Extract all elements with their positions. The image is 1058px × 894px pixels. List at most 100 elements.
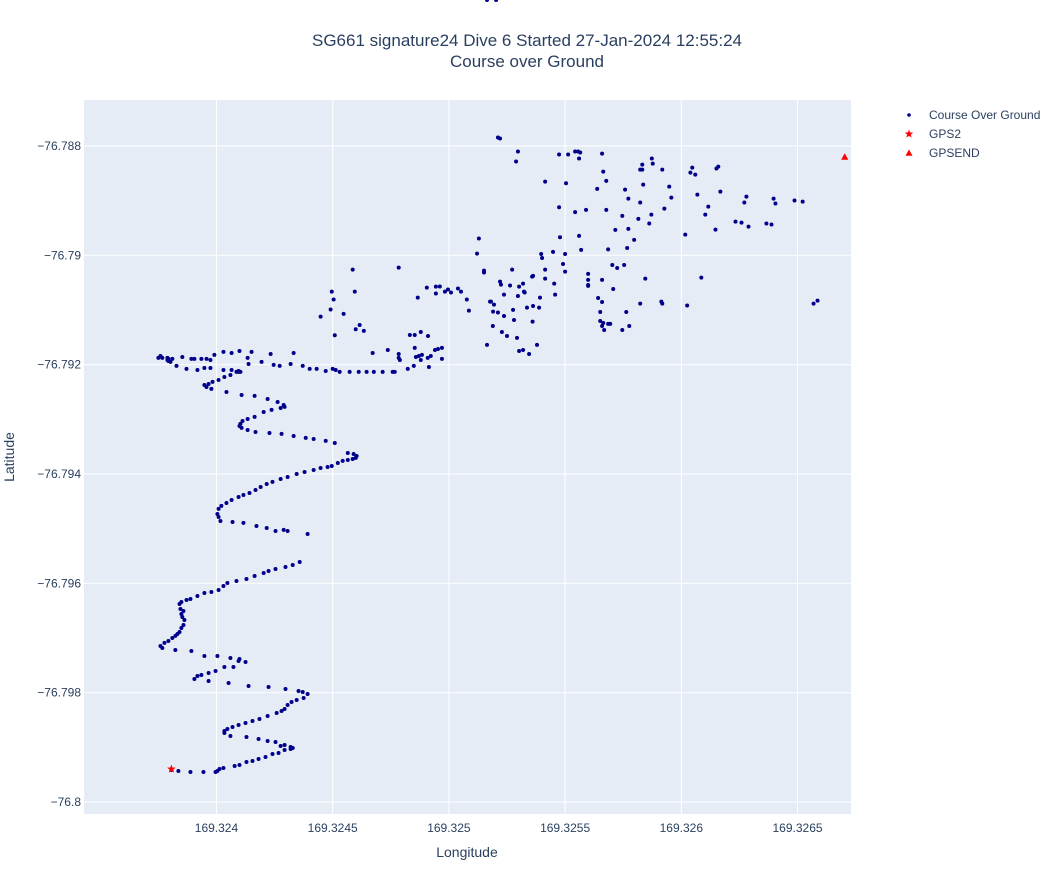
data-point xyxy=(291,350,296,355)
data-point xyxy=(445,287,450,292)
data-point xyxy=(491,309,496,314)
data-point xyxy=(241,520,246,525)
data-point xyxy=(530,319,535,324)
y-tick-label: −76.79 xyxy=(44,248,81,262)
data-point xyxy=(188,596,193,601)
data-point xyxy=(586,271,591,276)
data-point xyxy=(222,664,227,669)
data-point xyxy=(216,514,221,519)
data-point xyxy=(352,289,357,294)
data-point xyxy=(290,562,295,567)
data-point xyxy=(428,353,433,358)
data-point xyxy=(329,289,334,294)
data-point xyxy=(353,327,358,332)
data-point xyxy=(252,414,257,419)
data-point xyxy=(276,750,281,755)
x-axis-ticks: 169.324 169.3245 169.325 169.3255 169.326 169… xyxy=(195,821,823,835)
data-point xyxy=(649,156,654,161)
data-point xyxy=(482,270,487,275)
data-point xyxy=(357,322,362,327)
grid-lines xyxy=(84,100,851,814)
data-point xyxy=(279,431,284,436)
data-point xyxy=(501,292,506,297)
data-point xyxy=(271,362,276,367)
data-point xyxy=(624,309,629,314)
data-point xyxy=(267,430,272,435)
data-point xyxy=(269,407,274,412)
chart-title: SG661 signature24 Dive 6 Started 27-Jan-… xyxy=(312,31,742,50)
data-point xyxy=(613,227,618,232)
data-point xyxy=(219,503,224,508)
data-point xyxy=(380,369,385,374)
data-point xyxy=(491,302,496,307)
data-point xyxy=(771,196,776,201)
data-point xyxy=(210,379,215,384)
data-point xyxy=(464,297,469,302)
data-point xyxy=(215,511,220,516)
data-point xyxy=(329,463,334,468)
data-point xyxy=(534,342,539,347)
data-point xyxy=(407,332,412,337)
data-point xyxy=(216,506,221,511)
data-point xyxy=(508,283,513,288)
data-point xyxy=(314,366,319,371)
data-point xyxy=(632,237,637,242)
data-point xyxy=(333,367,338,372)
data-point xyxy=(228,655,233,660)
data-point xyxy=(268,351,273,356)
data-point xyxy=(230,725,235,730)
data-point xyxy=(202,653,207,658)
data-point xyxy=(265,396,270,401)
data-point xyxy=(442,289,447,294)
data-point xyxy=(351,451,356,456)
legend-item[interactable]: Course Over Ground xyxy=(907,108,1040,122)
data-point xyxy=(294,471,299,476)
data-point xyxy=(225,580,230,585)
y-tick-label: −76.796 xyxy=(37,576,81,590)
plot-area[interactable] xyxy=(84,100,851,814)
data-point xyxy=(226,680,231,685)
data-point xyxy=(229,367,234,372)
data-point xyxy=(501,313,506,318)
legend[interactable]: Course Over Ground GPS2 GPSEND xyxy=(904,108,1041,160)
data-point xyxy=(439,345,444,350)
legend-item[interactable]: GPSEND xyxy=(905,146,981,160)
data-point xyxy=(396,351,401,356)
data-point xyxy=(695,192,700,197)
data-point xyxy=(515,293,520,298)
data-point xyxy=(237,656,242,661)
data-point xyxy=(188,770,193,775)
data-point xyxy=(505,333,510,338)
data-point xyxy=(273,566,278,571)
data-point xyxy=(640,162,645,167)
data-point xyxy=(206,381,211,386)
legend-item[interactable]: GPS2 xyxy=(904,127,962,141)
data-point xyxy=(238,421,243,426)
data-point xyxy=(531,303,536,308)
data-point xyxy=(318,314,323,319)
data-point xyxy=(527,351,532,356)
data-point xyxy=(699,275,704,280)
data-point xyxy=(297,559,302,564)
data-point xyxy=(225,726,230,731)
data-point xyxy=(498,279,503,284)
data-point xyxy=(437,284,442,289)
data-point xyxy=(433,284,438,289)
data-point xyxy=(224,500,229,505)
data-point xyxy=(237,763,242,768)
data-point xyxy=(224,389,229,394)
data-point xyxy=(566,152,571,157)
data-point xyxy=(540,255,545,260)
data-point xyxy=(733,219,738,224)
data-point xyxy=(208,365,213,370)
data-point xyxy=(577,156,582,161)
data-point xyxy=(564,181,569,186)
data-point xyxy=(318,465,323,470)
data-point xyxy=(244,735,249,740)
data-point xyxy=(300,363,305,368)
gps2-star-marker xyxy=(167,764,176,773)
data-point xyxy=(206,670,211,675)
data-point xyxy=(201,770,206,775)
data-point xyxy=(283,686,288,691)
data-point xyxy=(332,333,337,338)
